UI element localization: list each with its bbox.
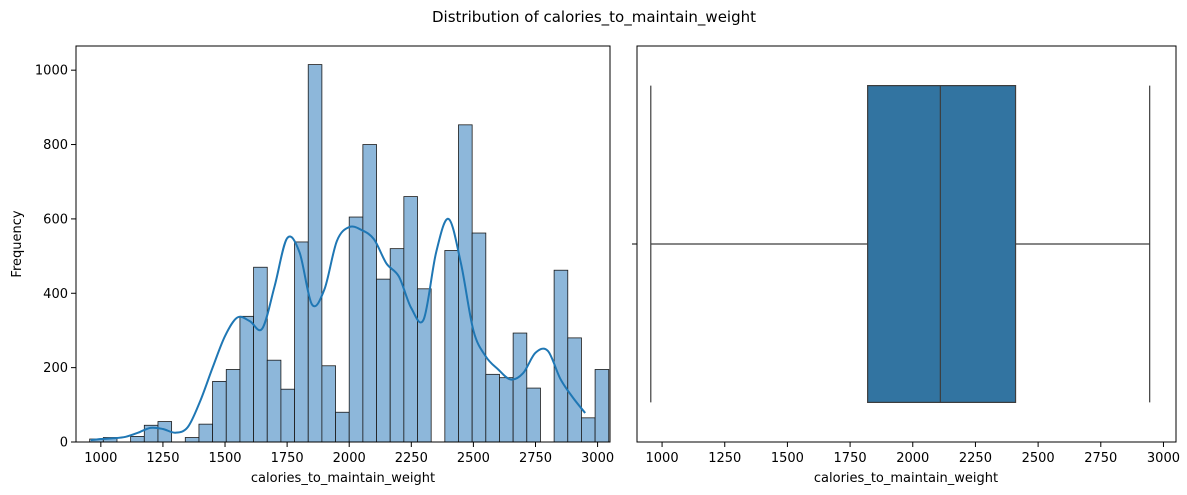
histogram-x-tick-label: 3000 xyxy=(581,451,614,466)
histogram-bar xyxy=(266,359,282,443)
histogram-bar xyxy=(198,423,214,443)
histogram-bar xyxy=(526,387,541,443)
boxplot-x-axis-label: calories_to_maintain_weight xyxy=(814,471,998,486)
histogram-bar xyxy=(581,417,596,443)
figure-title: Distribution of calories_to_maintain_wei… xyxy=(432,8,756,27)
boxplot-x-tick-label: 2250 xyxy=(959,451,992,466)
histogram-y-axis-label: Frequency xyxy=(10,210,25,277)
histogram-x-tick-label: 1000 xyxy=(84,451,117,466)
boxplot-panel: 1000 1250 1500 1750 2000 2250 2500 2750 3000 cal… xyxy=(632,45,1180,486)
histogram-bar xyxy=(512,332,528,443)
histogram-bar xyxy=(594,369,610,443)
histogram-bar xyxy=(499,377,514,443)
boxplot-x-tick-label: 2500 xyxy=(1022,451,1055,466)
histogram-x-ticks: 1000 1250 1500 1750 2000 2250 2500 2750 3000 xyxy=(84,442,614,466)
histogram-frame xyxy=(75,45,611,443)
histogram-bar xyxy=(307,64,323,443)
histogram-bar xyxy=(485,373,500,443)
histogram-bar xyxy=(553,269,569,443)
histogram-bar xyxy=(321,365,336,443)
histogram-bar xyxy=(280,388,295,443)
histogram-x-tick-label: 2750 xyxy=(519,451,552,466)
histogram-panel: 1000 1250 1500 1750 2000 2250 2500 2750 3000 0 20… xyxy=(10,45,614,486)
histogram-y-tick-label: 800 xyxy=(43,138,68,153)
kde-curve xyxy=(90,217,586,442)
boxplot-x-tick-label: 1750 xyxy=(834,451,867,466)
histogram-bar xyxy=(403,196,418,443)
histogram-x-axis-label: calories_to_maintain_weight xyxy=(251,471,435,486)
boxplot-x-tick-label: 2000 xyxy=(896,451,929,466)
boxplot-x-tick-label: 1500 xyxy=(771,451,804,466)
histogram-bar xyxy=(253,266,268,443)
histogram-bar xyxy=(376,278,391,443)
boxplot-x-tick-label: 1250 xyxy=(708,451,741,466)
histogram-bar xyxy=(567,337,582,443)
histogram-x-tick-label: 1500 xyxy=(208,451,241,466)
histogram-bars xyxy=(89,64,610,443)
histogram-bar xyxy=(389,248,405,443)
histogram-bar xyxy=(294,241,309,443)
histogram-x-tick-label: 1750 xyxy=(271,451,304,466)
histogram-y-ticks: 0 200 400 600 800 1000 xyxy=(35,64,76,451)
boxplot-x-ticks: 1000 1250 1500 1750 2000 2250 2500 2750 3000 xyxy=(646,442,1180,466)
histogram-bar xyxy=(471,232,487,443)
histogram-bar xyxy=(130,436,145,443)
boxplot-x-tick-label: 1000 xyxy=(646,451,679,466)
histogram-bar xyxy=(362,144,377,443)
histogram-bar xyxy=(348,216,364,443)
histogram-x-tick-label: 1250 xyxy=(146,451,179,466)
histogram-bar xyxy=(184,437,200,443)
histogram-bar xyxy=(444,250,459,443)
histogram-bar xyxy=(212,380,227,443)
histogram-bar xyxy=(225,369,241,443)
histogram-bar xyxy=(335,411,350,443)
histogram-y-tick-label: 1000 xyxy=(35,64,68,79)
histogram-y-tick-label: 400 xyxy=(43,287,68,302)
histogram-y-tick-label: 0 xyxy=(60,436,68,451)
histogram-x-tick-label: 2250 xyxy=(395,451,428,466)
boxplot-x-tick-label: 2750 xyxy=(1084,451,1117,466)
boxplot-x-tick-label: 3000 xyxy=(1147,451,1180,466)
box-plot xyxy=(650,84,1151,403)
box-iqr xyxy=(867,84,1017,403)
histogram-y-tick-label: 200 xyxy=(43,361,68,376)
histogram-bar xyxy=(417,288,432,443)
histogram-plot-area xyxy=(76,46,610,442)
histogram-x-tick-label: 2000 xyxy=(333,451,366,466)
histogram-bar xyxy=(239,315,254,443)
histogram-x-tick-label: 2500 xyxy=(457,451,490,466)
histogram-y-tick-label: 600 xyxy=(43,212,68,227)
